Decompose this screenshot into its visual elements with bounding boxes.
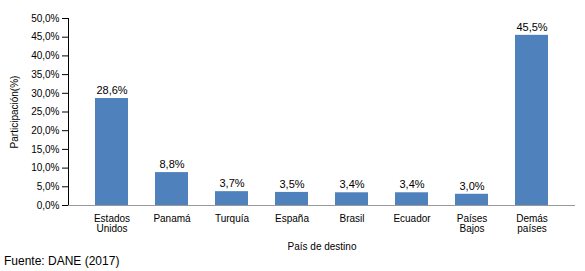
svg-text:EstadosUnidos: EstadosUnidos: [94, 213, 130, 234]
svg-text:50,0%: 50,0%: [31, 13, 59, 24]
svg-text:0,0%: 0,0%: [37, 200, 60, 211]
svg-text:3,5%: 3,5%: [279, 178, 304, 190]
svg-text:8,8%: 8,8%: [159, 158, 184, 170]
svg-text:Ecuador: Ecuador: [393, 213, 431, 224]
svg-text:Demáspaíses: Demáspaíses: [516, 213, 548, 234]
svg-text:3,7%: 3,7%: [219, 177, 244, 189]
svg-text:40,0%: 40,0%: [31, 50, 59, 61]
svg-text:28,6%: 28,6%: [96, 84, 127, 96]
svg-text:España: España: [275, 213, 309, 224]
svg-text:20,0%: 20,0%: [31, 125, 59, 136]
svg-text:30,0%: 30,0%: [31, 88, 59, 99]
svg-text:Turquía: Turquía: [215, 213, 250, 224]
svg-text:45,0%: 45,0%: [31, 31, 59, 42]
svg-text:35,0%: 35,0%: [31, 69, 59, 80]
svg-text:45,5%: 45,5%: [516, 21, 547, 33]
svg-text:3,4%: 3,4%: [399, 178, 424, 190]
svg-text:15,0%: 15,0%: [31, 144, 59, 155]
html-text:Fuente: DANE (2017): Fuente: DANE (2017): [4, 254, 120, 268]
svg-text:3,4%: 3,4%: [339, 178, 364, 190]
svg-text:25,0%: 25,0%: [31, 106, 59, 117]
svg-text:10,0%: 10,0%: [31, 162, 59, 173]
svg-text:Participación(%): Participación(%): [9, 76, 20, 149]
svg-text:5,0%: 5,0%: [37, 181, 60, 192]
svg-text:Panamá: Panamá: [153, 213, 191, 224]
svg-text:País de destino: País de destino: [288, 241, 357, 252]
svg-text:Brasil: Brasil: [339, 213, 364, 224]
svg-text:PaísesBajos: PaísesBajos: [457, 213, 488, 234]
svg-text:3,0%: 3,0%: [459, 180, 484, 192]
